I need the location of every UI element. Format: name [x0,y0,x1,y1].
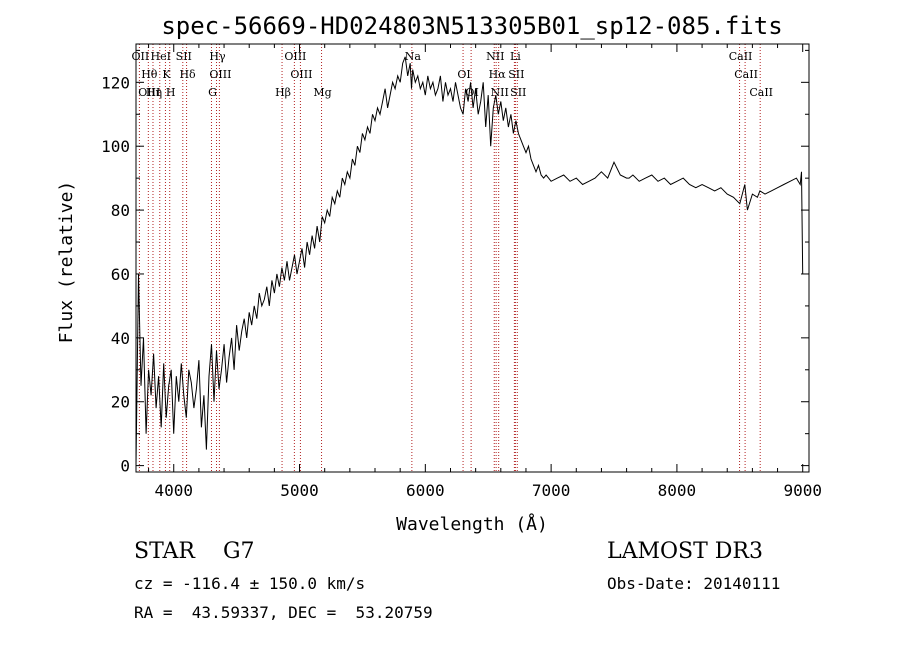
x-axis: 4000 5000 6000 7000 8000 9000 [148,44,822,500]
x-tick-label: 7000 [532,481,571,500]
line-label: Hη [146,86,162,99]
y-tick-label: 60 [111,265,130,284]
x-axis-label: Wavelength (Å) [396,513,548,535]
line-label: Mg [313,86,331,99]
y-tick-label: 120 [101,73,130,92]
x-tick-label: 4000 [154,481,193,500]
line-label: CaII [749,86,773,99]
x-tick-label: 6000 [406,481,445,500]
x-tick-label: 8000 [658,481,697,500]
line-label: K [162,68,171,81]
line-label: CaII [729,50,753,63]
y-tick-label: 40 [111,329,130,348]
line-label: OIII [284,50,306,63]
line-label: OIII [209,68,231,81]
y-tick-label: 100 [101,137,130,156]
obs-date-label: Obs-Date: 20140111 [607,574,781,593]
line-label: H [166,86,176,99]
y-tick-label: 80 [111,201,130,220]
line-label: Hα [489,68,507,81]
line-label: Li [510,50,521,63]
line-label: Hγ [209,50,226,63]
line-label: OI [457,68,470,81]
object-class: STAR G7 [134,539,255,564]
y-tick-label: 20 [111,393,130,412]
line-label: Hβ [275,86,291,99]
line-label: CaII [734,68,758,81]
chart-title: spec-56669-HD024803N513305B01_sp12-085.f… [161,12,782,40]
plot-frame [135,43,810,473]
line-label: NII [491,86,509,99]
line-label: NII [486,50,504,63]
y-tick-label: 0 [120,457,130,476]
y-axis-label: Flux (relative) [56,181,77,344]
line-label: OIII [138,86,160,99]
line-label: SII [510,86,526,99]
spectral-line-markers [138,44,761,472]
x-tick-label: 9000 [783,481,822,500]
survey-label: LAMOST DR3 [607,539,763,564]
y-axis: 0 20 40 60 80 100 120 [101,49,809,476]
spectrum-line [135,56,804,466]
line-label: SII [176,50,192,63]
line-label: Hθ [141,68,158,81]
line-label: OII [132,50,150,63]
line-label: Na [405,50,422,63]
line-label: Hδ [179,68,196,81]
spectral-line-labels: OIIHθOIIIHηHeIKHSIIHδGHγOIIIHβOIIIOIIIMg… [132,50,773,99]
line-label: G [208,86,217,99]
line-label: HeI [151,50,171,63]
line-label: OIII [290,68,312,81]
redshift-label: cz = -116.4 ± 150.0 km/s [134,574,366,593]
line-label: SII [508,68,524,81]
coordinates-label: RA = 43.59337, DEC = 53.20759 [134,603,433,622]
x-tick-label: 5000 [280,481,319,500]
